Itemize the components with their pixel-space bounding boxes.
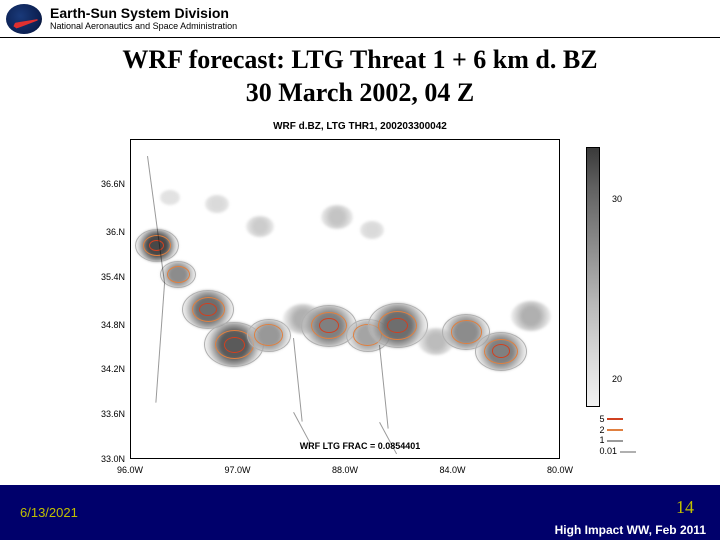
legend-value: 2	[599, 425, 604, 436]
header-bar: Earth-Sun System Division National Aeron…	[0, 0, 720, 38]
map-outline	[156, 284, 166, 402]
y-tick: 34.8N	[80, 320, 125, 330]
legend-value: 5	[599, 414, 604, 425]
colorbar-tick-low: 20	[612, 374, 622, 384]
event-label: High Impact WW, Feb 2011	[555, 523, 706, 537]
header-text: Earth-Sun System Division National Aeron…	[50, 6, 237, 31]
page-number: 14	[676, 497, 694, 518]
legend-row: 2	[599, 425, 636, 436]
x-tick: 88.0W	[332, 465, 358, 475]
chart-container: WRF d.BZ, LTG THR1, 200203300042 30 20 5…	[0, 119, 720, 485]
y-tick: 36.6N	[80, 179, 125, 189]
contour-ring	[492, 344, 510, 358]
map-outline	[379, 345, 389, 428]
org-name: National Aeronautics and Space Administr…	[50, 21, 237, 31]
colorbar	[586, 147, 600, 407]
title-line-1: WRF forecast: LTG Threat 1 + 6 km d. BZ	[0, 44, 720, 77]
map-outline	[147, 156, 165, 284]
contour-ring	[254, 324, 283, 345]
footer-date: 6/13/2021	[20, 505, 78, 520]
contour-ring	[451, 320, 482, 343]
dbz-cluster	[511, 301, 551, 331]
y-tick: 33.6N	[80, 409, 125, 419]
dbz-cluster	[160, 190, 180, 205]
map-outline	[294, 412, 312, 444]
title-line-2: 30 March 2002, 04 Z	[0, 77, 720, 110]
slide-title: WRF forecast: LTG Threat 1 + 6 km d. BZ …	[0, 38, 720, 119]
legend-row: 5	[599, 414, 636, 425]
plot-title: WRF d.BZ, LTG THR1, 200203300042	[80, 121, 640, 132]
slide-footer: 6/13/2021 14 High Impact WW, Feb 2011	[0, 492, 720, 540]
legend-swatch	[607, 429, 623, 431]
x-tick: 97.0W	[224, 465, 250, 475]
forecast-chart: WRF d.BZ, LTG THR1, 200203300042 30 20 5…	[80, 119, 640, 479]
y-tick: 33.0N	[80, 454, 125, 464]
dbz-cluster	[321, 205, 353, 229]
dbz-cluster	[360, 221, 384, 239]
map-outline	[293, 338, 303, 421]
x-tick: 80.0W	[547, 465, 573, 475]
division-title: Earth-Sun System Division	[50, 6, 237, 21]
y-tick: 34.2N	[80, 364, 125, 374]
contour-ring	[167, 266, 190, 284]
plot-area	[130, 139, 560, 459]
nasa-logo-icon	[6, 4, 42, 34]
dbz-cluster	[205, 195, 229, 213]
dbz-cluster	[246, 216, 274, 237]
legend-swatch	[607, 418, 623, 420]
x-tick: 96.0W	[117, 465, 143, 475]
colorbar-tick-high: 30	[612, 194, 622, 204]
y-tick: 35.4N	[80, 272, 125, 282]
plot-footer-stat: WRF LTG FRAC = 0.0854401	[80, 441, 640, 451]
contour-ring	[319, 318, 339, 333]
y-tick: 36.N	[80, 227, 125, 237]
contour-ring	[224, 337, 245, 353]
x-tick: 84.0W	[439, 465, 465, 475]
